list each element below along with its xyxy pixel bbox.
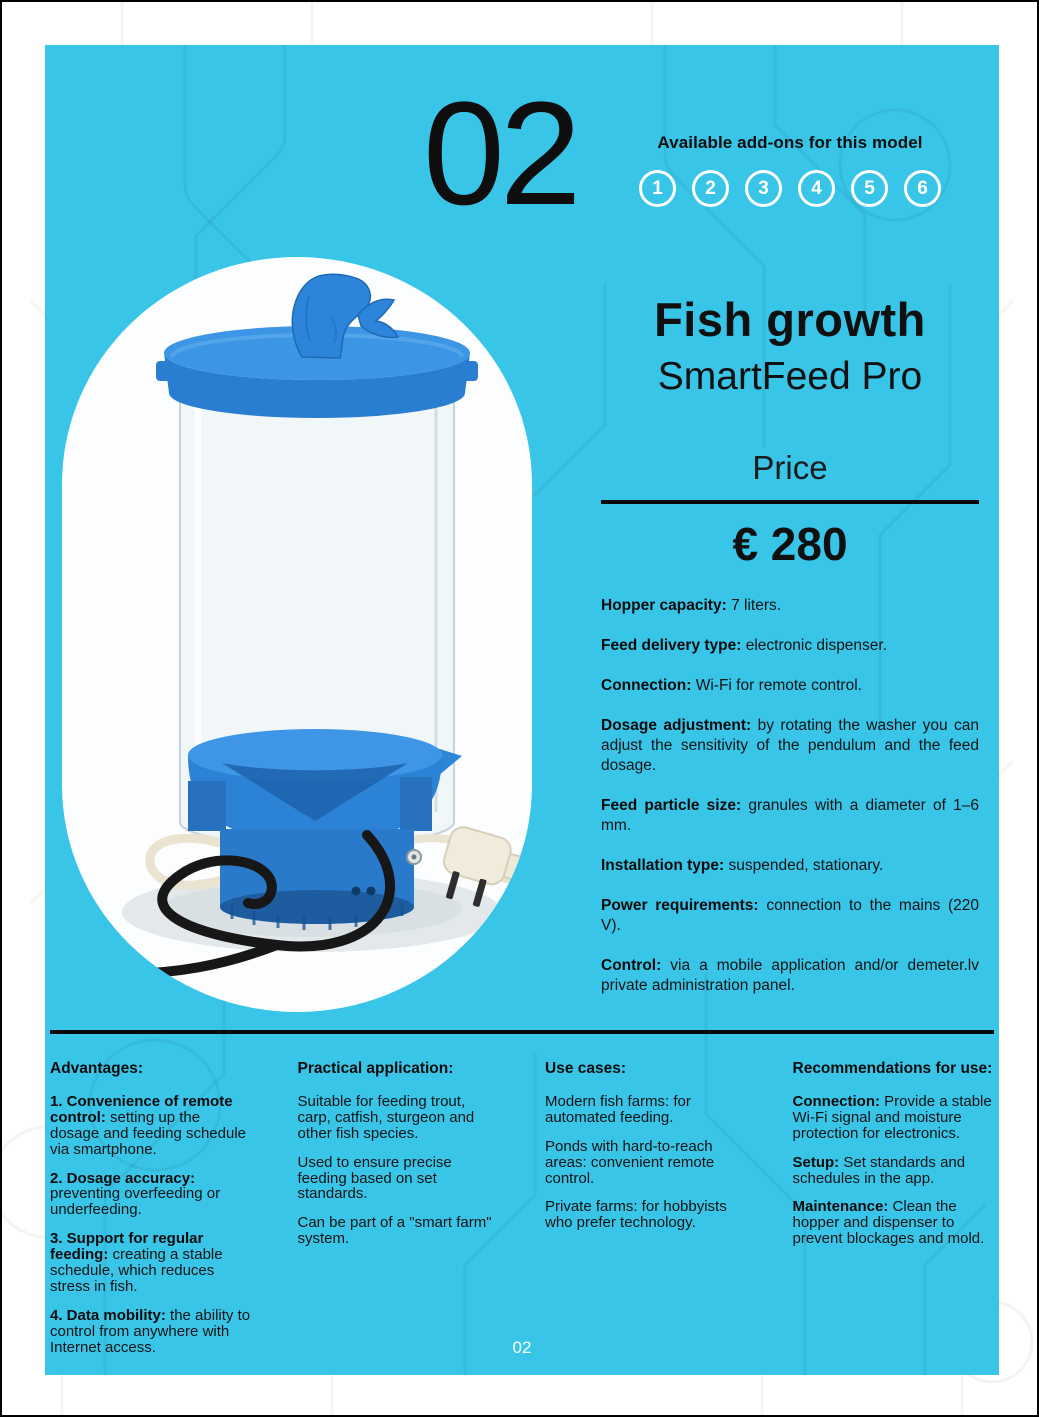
paragraph-label: 4. Data mobility: bbox=[50, 1306, 166, 1324]
spec-label: Hopper capacity: bbox=[601, 597, 727, 614]
spec-text: granules with a diameter of 1–6 mm. bbox=[601, 797, 979, 834]
column-paragraph: Can be part of a "smart farm" system. bbox=[298, 1215, 500, 1247]
addon-circle-2: 2 bbox=[692, 170, 729, 207]
spec-list: Hopper capacity: 7 liters. Feed delivery… bbox=[601, 596, 979, 996]
spec-item: Dosage adjustment: by rotating the washe… bbox=[601, 716, 979, 776]
paragraph-text: Used to ensure precise feeding based on … bbox=[297, 1153, 452, 1203]
spec-label: Dosage adjustment: bbox=[601, 717, 752, 734]
paragraph-text: setting up the dosage and feeding schedu… bbox=[50, 1108, 246, 1158]
column-advantages: Advantages: 1. Convenience of remote con… bbox=[50, 1060, 252, 1368]
product-subtitle: SmartFeed Pro bbox=[657, 355, 923, 398]
spec-text: 7 liters. bbox=[731, 597, 782, 614]
info-columns: Advantages: 1. Convenience of remote con… bbox=[50, 1060, 994, 1368]
paragraph-text: Modern fish farms: for automated feeding… bbox=[545, 1093, 691, 1126]
spec-text: suspended, stationary. bbox=[728, 857, 884, 874]
paragraph-text: Suitable for feeding trout, carp, catfis… bbox=[297, 1093, 475, 1142]
paragraph-text: Clean the hopper and dispenser to preven… bbox=[792, 1198, 985, 1248]
spec-text: Wi-Fi for remote control. bbox=[695, 677, 862, 694]
paragraph-text: Provide a stable Wi-Fi signal and moistu… bbox=[792, 1093, 992, 1142]
price-label: Price bbox=[752, 449, 828, 486]
paragraph-label: 2. Dosage accuracy: bbox=[50, 1169, 196, 1187]
paragraph-text: Set standards and schedules in the app. bbox=[792, 1153, 966, 1187]
spec-label: Installation type: bbox=[601, 857, 725, 874]
spec-item: Installation type: suspended, stationary… bbox=[601, 856, 979, 876]
spec-label: Control: bbox=[601, 957, 662, 974]
price-divider bbox=[601, 500, 979, 504]
column-paragraph: Used to ensure precise feeding based on … bbox=[297, 1153, 500, 1203]
addons-circles: 1 2 3 4 5 6 bbox=[601, 170, 979, 207]
price-value: € 280 bbox=[732, 518, 848, 570]
column-title: Use cases: bbox=[545, 1060, 627, 1077]
column-paragraph: Setup: Set standards and schedules in th… bbox=[792, 1153, 995, 1187]
spec-item: Feed particle size: granules with a diam… bbox=[601, 796, 979, 836]
product-info: Fish growth SmartFeed Pro Price € 280 Ho… bbox=[601, 292, 979, 1016]
column-paragraph: 4. Data mobility: the ability to control… bbox=[50, 1306, 252, 1356]
column-paragraph: Private farms: for hobbyists who prefer … bbox=[545, 1199, 747, 1231]
column-paragraph: Modern fish farms: for automated feeding… bbox=[545, 1094, 747, 1126]
addon-circle-6: 6 bbox=[904, 170, 941, 207]
spec-item: Power requirements: connection to the ma… bbox=[601, 896, 979, 936]
column-practical-application: Practical application: Suitable for feed… bbox=[298, 1060, 500, 1368]
addon-circle-3: 3 bbox=[745, 170, 782, 207]
spec-item: Hopper capacity: 7 liters. bbox=[601, 596, 979, 616]
column-recommendations: Recommendations for use: Connection: Pro… bbox=[793, 1060, 995, 1368]
column-use-cases: Use cases: Modern fish farms: for automa… bbox=[545, 1060, 747, 1368]
column-title: Recommendations for use: bbox=[792, 1060, 993, 1077]
addon-circle-4: 4 bbox=[798, 170, 835, 207]
paragraph-text: Ponds with hard-to-reach areas: convenie… bbox=[545, 1137, 715, 1187]
spec-item: Control: via a mobile application and/or… bbox=[601, 956, 979, 996]
paragraph-text: preventing overfeeding or underfeeding. bbox=[50, 1185, 221, 1219]
spec-label: Connection: bbox=[601, 677, 692, 694]
column-paragraph: Maintenance: Clean the hopper and dispen… bbox=[793, 1199, 995, 1247]
paragraph-label: 1. Convenience of remote control: bbox=[50, 1093, 233, 1126]
column-paragraph: Connection: Provide a stable Wi-Fi signa… bbox=[793, 1094, 995, 1142]
spec-label: Feed delivery type: bbox=[601, 637, 742, 654]
spec-label: Power requirements: bbox=[601, 897, 759, 914]
addon-circle-5: 5 bbox=[851, 170, 888, 207]
column-title: Advantages: bbox=[50, 1060, 144, 1077]
page-number: 02 bbox=[512, 1338, 532, 1357]
paragraph-label: Setup: bbox=[792, 1153, 840, 1171]
section-number: 02 bbox=[423, 72, 581, 236]
spec-text: connection to the mains (220 V). bbox=[601, 897, 979, 934]
addon-circle-1: 1 bbox=[639, 170, 676, 207]
fish-figurine bbox=[291, 273, 400, 359]
column-paragraph: 3. Support for regular feeding: creating… bbox=[50, 1231, 252, 1295]
column-paragraph: 1. Convenience of remote control: settin… bbox=[50, 1094, 252, 1158]
paragraph-text: Can be part of a "smart farm" system. bbox=[297, 1214, 492, 1248]
addons-title: Available add-ons for this model bbox=[657, 133, 923, 152]
column-paragraph: 2. Dosage accuracy: preventing overfeedi… bbox=[50, 1169, 252, 1219]
paragraph-text: creating a stable schedule, which reduce… bbox=[50, 1246, 223, 1295]
spec-text: via a mobile application and/or demeter.… bbox=[601, 957, 979, 994]
spec-text: electronic dispenser. bbox=[745, 637, 888, 654]
paragraph-text: the ability to control from anywhere wit… bbox=[50, 1306, 251, 1356]
feeder-dispenser-bowl bbox=[188, 729, 462, 843]
addons-block: Available add-ons for this model 1 2 3 4… bbox=[601, 133, 979, 207]
paragraph-label: Connection: bbox=[792, 1093, 881, 1110]
paragraph-text: Private farms: for hobbyists who prefer … bbox=[545, 1198, 727, 1232]
spec-label: Feed particle size: bbox=[601, 797, 742, 814]
paragraph-label: 3. Support for regular feeding: bbox=[50, 1230, 204, 1264]
column-paragraph: Ponds with hard-to-reach areas: convenie… bbox=[545, 1137, 747, 1187]
column-title: Practical application: bbox=[297, 1060, 454, 1077]
panel-content: 02 Available add-ons for this model 1 2 … bbox=[45, 45, 999, 1375]
product-title: Fish growth bbox=[654, 293, 926, 346]
section-divider bbox=[50, 1030, 994, 1034]
spec-item: Feed delivery type: electronic dispenser… bbox=[601, 636, 979, 656]
cyan-panel: 02 Available add-ons for this model 1 2 … bbox=[45, 45, 999, 1375]
paragraph-label: Maintenance: bbox=[792, 1198, 889, 1216]
fish-feeder-photo bbox=[62, 257, 532, 1012]
spec-text: by rotating the washer you can adjust th… bbox=[601, 717, 979, 774]
spec-item: Connection: Wi-Fi for remote control. bbox=[601, 676, 979, 696]
column-paragraph: Suitable for feeding trout, carp, catfis… bbox=[298, 1094, 500, 1142]
